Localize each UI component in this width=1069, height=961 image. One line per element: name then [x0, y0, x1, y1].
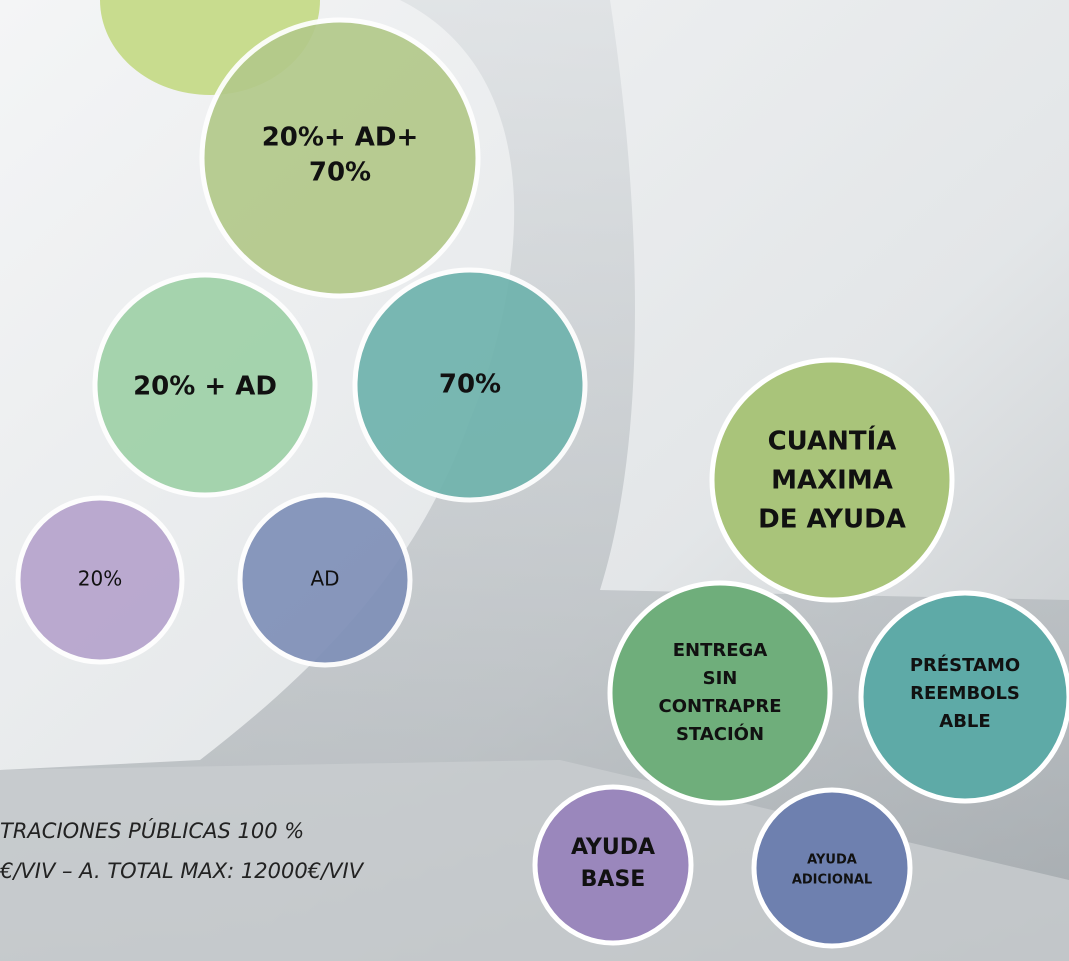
bubble-label: 70% [309, 158, 371, 188]
bubble-label: MAXIMA [771, 466, 893, 496]
bubble: 20% + AD [92, 272, 318, 498]
bubble-label: ENTREGA [673, 640, 768, 661]
bubble-label: 20% + AD [133, 372, 277, 402]
bubble-label: AYUDA [571, 835, 655, 860]
footer-text: €/VIV – A. TOTAL MAX: 12000€/VIV [0, 859, 365, 883]
bubble: CUANTÍA MAXIMA DE AYUDA [709, 357, 955, 603]
bubble-label: SIN [703, 668, 738, 689]
bubble: 20% [15, 495, 185, 665]
bubble: 20%+ AD+ 70% [199, 17, 481, 299]
bubble: AYUDA BASE [532, 784, 694, 946]
bubble: ENTREGA SIN CONTRAPRE STACIÓN [607, 580, 833, 806]
bubble-label: PRÉSTAMO [910, 654, 1020, 676]
bubble-label: REEMBOLS [910, 683, 1020, 704]
bubble-label: ABLE [939, 711, 990, 732]
bubble-label: AD [310, 567, 339, 591]
bubble-label: BASE [581, 867, 646, 892]
bubble-label: CONTRAPRE [659, 696, 782, 717]
bubble: 70% [352, 267, 588, 503]
footer-text: TRACIONES PÚBLICAS 100 % [0, 818, 304, 843]
bubble-label: CUANTÍA [768, 425, 897, 457]
bubble: AD [237, 492, 413, 668]
bubble-label: ADICIONAL [792, 873, 872, 888]
bubble: AYUDA ADICIONAL [751, 787, 913, 949]
bubble: PRÉSTAMO REEMBOLS ABLE [858, 590, 1069, 804]
bubble-label: 20%+ AD+ [262, 123, 419, 153]
bubble-label: AYUDA [807, 853, 857, 868]
bubble-label: 70% [439, 370, 501, 400]
bubble-label: 20% [78, 567, 122, 591]
bubble-label: DE AYUDA [758, 505, 906, 535]
bubble-label: STACIÓN [676, 723, 764, 745]
